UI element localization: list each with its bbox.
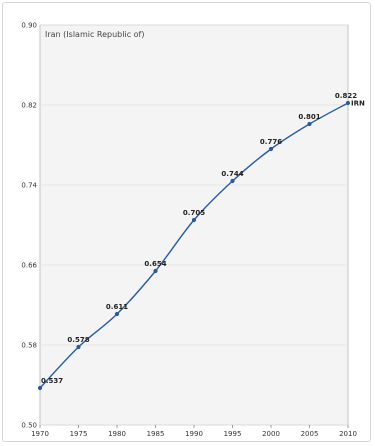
series-points bbox=[37, 100, 351, 391]
x-tick-label: 2005 bbox=[301, 430, 319, 438]
data-point bbox=[345, 100, 351, 106]
data-label: 0.578 bbox=[67, 336, 89, 344]
plot-area bbox=[39, 24, 349, 426]
chart-title: Iran (Islamic Republic of) bbox=[45, 30, 144, 39]
data-label: 0.744 bbox=[221, 170, 243, 178]
x-tick-label: 2010 bbox=[339, 430, 357, 438]
data-point bbox=[153, 268, 158, 274]
x-axis: 1970 1975 1980 1985 1990 1995 2000 2005 2010 bbox=[31, 425, 357, 438]
y-tick-label: 0.66 bbox=[21, 262, 37, 270]
data-label: 0.611 bbox=[106, 303, 128, 311]
data-point bbox=[307, 121, 312, 127]
x-tick-label: 1985 bbox=[147, 430, 165, 438]
y-tick-label: 0.90 bbox=[21, 22, 37, 30]
data-point bbox=[37, 385, 43, 391]
series-end-label: IRN bbox=[351, 100, 365, 108]
x-tick-label: 1975 bbox=[70, 430, 88, 438]
data-point bbox=[114, 311, 120, 317]
data-point bbox=[191, 217, 197, 223]
x-tick-label: 1980 bbox=[108, 430, 126, 438]
grid-lines bbox=[40, 24, 348, 426]
y-tick-label: 0.50 bbox=[21, 422, 37, 430]
data-point bbox=[230, 178, 235, 184]
data-labels: 0.537 0.578 0.611 0.654 0.705 0.744 0.776 0.801… bbox=[41, 92, 357, 385]
x-tick-label: 2000 bbox=[262, 430, 280, 438]
data-label: 0.537 bbox=[41, 377, 63, 385]
x-tick-label: 1970 bbox=[31, 430, 49, 438]
data-point bbox=[268, 146, 274, 152]
x-tick-label: 1990 bbox=[185, 430, 203, 438]
data-label: 0.705 bbox=[183, 209, 205, 217]
data-point bbox=[76, 344, 81, 350]
y-tick-label: 0.58 bbox=[21, 342, 37, 350]
y-tick-label: 0.82 bbox=[21, 102, 37, 110]
y-tick-label: 0.74 bbox=[21, 182, 37, 190]
data-label: 0.822 bbox=[335, 92, 357, 100]
y-axis: 0.50 0.58 0.66 0.74 0.82 0.90 bbox=[21, 22, 37, 430]
data-label: 0.776 bbox=[260, 138, 282, 146]
data-label: 0.654 bbox=[144, 260, 166, 268]
data-label: 0.801 bbox=[298, 113, 320, 121]
x-tick-label: 1995 bbox=[224, 430, 242, 438]
